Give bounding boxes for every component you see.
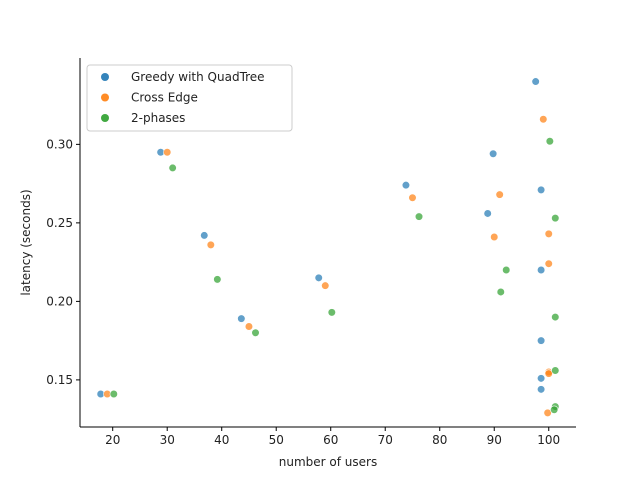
data-point: [537, 385, 546, 394]
y-tick-label: 0.25: [46, 216, 73, 230]
data-point: [496, 287, 505, 297]
data-point: [200, 231, 209, 240]
y-tick-label: 0.30: [46, 137, 73, 151]
data-point: [414, 212, 424, 221]
data-point: [543, 408, 552, 417]
x-tick-label: 70: [378, 433, 393, 447]
x-axis-label: number of users: [279, 455, 377, 469]
data-point: [545, 137, 554, 146]
x-tick-label: 100: [537, 433, 560, 447]
data-point: [314, 273, 323, 282]
x-tick-label: 40: [214, 433, 229, 447]
data-point: [544, 229, 553, 238]
series-1: [103, 115, 553, 417]
data-point: [401, 181, 411, 190]
data-point: [327, 308, 336, 317]
data-point: [408, 193, 417, 202]
legend-box: [86, 64, 293, 132]
data-point: [537, 336, 546, 345]
data-point: [531, 77, 540, 86]
data-point: [537, 265, 546, 275]
legend-marker: [101, 73, 109, 81]
x-tick-label: 80: [432, 433, 447, 447]
legend-label: 2-phases: [131, 111, 185, 125]
data-point: [551, 366, 560, 375]
data-point: [244, 322, 254, 331]
x-tick-label: 30: [160, 433, 175, 447]
series-2: [109, 137, 560, 414]
data-point: [109, 389, 118, 399]
plot-area: [96, 77, 560, 417]
legend: Greedy with QuadTree Cross Edge 2-phases: [86, 64, 293, 132]
x-tick-label: 20: [105, 433, 120, 447]
legend-marker: [101, 114, 109, 122]
data-point: [168, 163, 177, 173]
axes: [79, 58, 576, 428]
data-point: [551, 214, 560, 223]
data-point: [495, 190, 504, 199]
y-ticks: 0.15 0.20 0.25 0.30: [46, 137, 80, 387]
data-point: [251, 328, 260, 337]
data-point: [213, 275, 222, 284]
legend-label: Greedy with QuadTree: [131, 70, 265, 84]
data-point: [490, 232, 499, 242]
y-tick-label: 0.20: [46, 294, 73, 308]
legend-label: Cross Edge: [131, 91, 198, 105]
data-point: [321, 281, 330, 290]
data-point: [163, 148, 172, 157]
data-point: [237, 314, 246, 323]
x-tick-label: 60: [323, 433, 338, 447]
data-point: [502, 265, 511, 275]
data-point: [544, 369, 553, 378]
data-point: [206, 240, 215, 249]
data-point: [544, 259, 553, 268]
data-point: [551, 312, 560, 322]
legend-marker: [101, 93, 109, 102]
data-point: [483, 209, 492, 218]
data-point: [537, 185, 546, 194]
y-axis-label: latency (seconds): [19, 189, 33, 295]
data-point: [550, 405, 559, 414]
series-0: [96, 77, 546, 399]
x-tick-label: 50: [269, 433, 284, 447]
data-point: [539, 115, 548, 124]
x-tick-label: 90: [487, 433, 502, 447]
x-ticks: 20 30 40 50 60 70 80 90 100: [105, 427, 560, 447]
data-point: [537, 374, 546, 383]
data-point: [489, 149, 498, 158]
y-tick-label: 0.15: [46, 373, 73, 387]
